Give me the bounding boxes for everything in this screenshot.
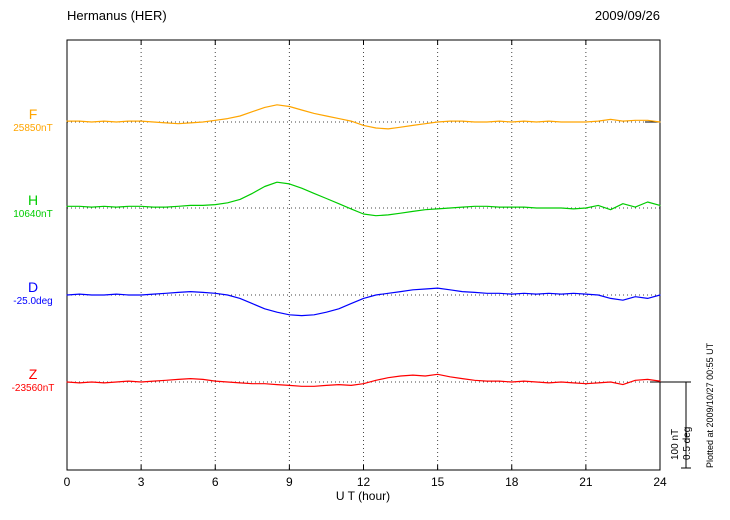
series-name-f: F — [28, 106, 38, 122]
series-name-d: D — [27, 279, 39, 295]
svg-text:15: 15 — [431, 475, 445, 489]
series-label-d: D -25.0deg — [2, 278, 64, 308]
series-baseline-z: -23560nT — [11, 383, 55, 394]
series-label-h: H 10640nT — [2, 191, 64, 221]
series-name-h: H — [27, 192, 39, 208]
svg-text:18: 18 — [505, 475, 519, 489]
svg-text:6: 6 — [212, 475, 219, 489]
series-baseline-d: -25.0deg — [13, 296, 53, 307]
series-name-z: Z — [28, 366, 38, 382]
observation-date: 2009/09/26 — [594, 8, 660, 23]
scale-deg-label: 0.5 deg — [682, 426, 693, 460]
svg-text:21: 21 — [579, 475, 593, 489]
svg-text:0: 0 — [64, 475, 71, 489]
svg-text:24: 24 — [653, 475, 667, 489]
series-label-f: F 25850nT — [2, 105, 64, 135]
series-baseline-h: 10640nT — [13, 209, 53, 220]
series-label-z: Z -23560nT — [2, 365, 64, 395]
scale-nt-label: 100 nT — [670, 428, 681, 460]
svg-text:12: 12 — [357, 475, 371, 489]
station-title: Hermanus (HER) — [67, 8, 167, 23]
x-axis-label: U T (hour) — [335, 489, 391, 503]
svg-text:3: 3 — [138, 475, 145, 489]
svg-text:9: 9 — [286, 475, 293, 489]
plotted-at-label: Plotted at 2009/10/27 00:55 UT — [705, 342, 715, 468]
series-baseline-f: 25850nT — [13, 123, 53, 134]
scale-bar-labels: 100 nT 0.5 deg — [670, 427, 694, 460]
